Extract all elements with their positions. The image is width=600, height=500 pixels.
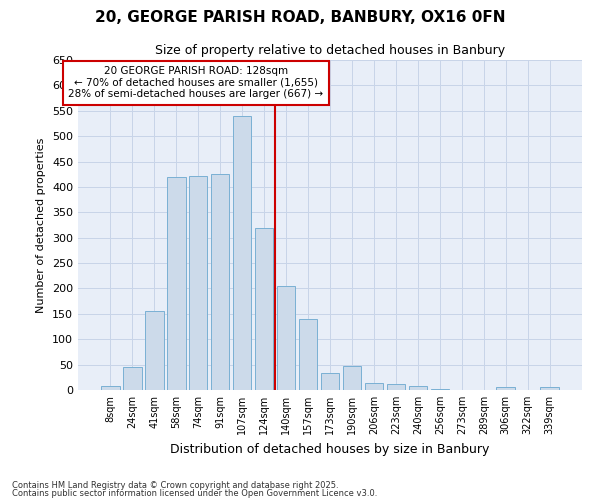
Bar xyxy=(343,366,361,390)
Bar xyxy=(167,177,185,390)
Bar xyxy=(211,174,229,390)
Bar xyxy=(386,384,405,390)
Bar xyxy=(145,312,164,390)
Bar xyxy=(320,373,340,390)
Text: 20, GEORGE PARISH ROAD, BANBURY, OX16 0FN: 20, GEORGE PARISH ROAD, BANBURY, OX16 0F… xyxy=(95,10,505,25)
Text: 20 GEORGE PARISH ROAD: 128sqm
← 70% of detached houses are smaller (1,655)
28% o: 20 GEORGE PARISH ROAD: 128sqm ← 70% of d… xyxy=(68,66,323,100)
Bar xyxy=(541,387,559,390)
Bar xyxy=(409,386,427,390)
Bar xyxy=(255,228,274,390)
Bar xyxy=(299,319,317,390)
X-axis label: Distribution of detached houses by size in Banbury: Distribution of detached houses by size … xyxy=(170,442,490,456)
Bar xyxy=(496,388,515,390)
Bar xyxy=(365,384,383,390)
Bar xyxy=(101,386,119,390)
Y-axis label: Number of detached properties: Number of detached properties xyxy=(37,138,46,312)
Bar xyxy=(277,286,295,390)
Bar xyxy=(233,116,251,390)
Text: Contains public sector information licensed under the Open Government Licence v3: Contains public sector information licen… xyxy=(12,488,377,498)
Text: Contains HM Land Registry data © Crown copyright and database right 2025.: Contains HM Land Registry data © Crown c… xyxy=(12,481,338,490)
Title: Size of property relative to detached houses in Banbury: Size of property relative to detached ho… xyxy=(155,44,505,58)
Bar xyxy=(189,176,208,390)
Bar xyxy=(123,367,142,390)
